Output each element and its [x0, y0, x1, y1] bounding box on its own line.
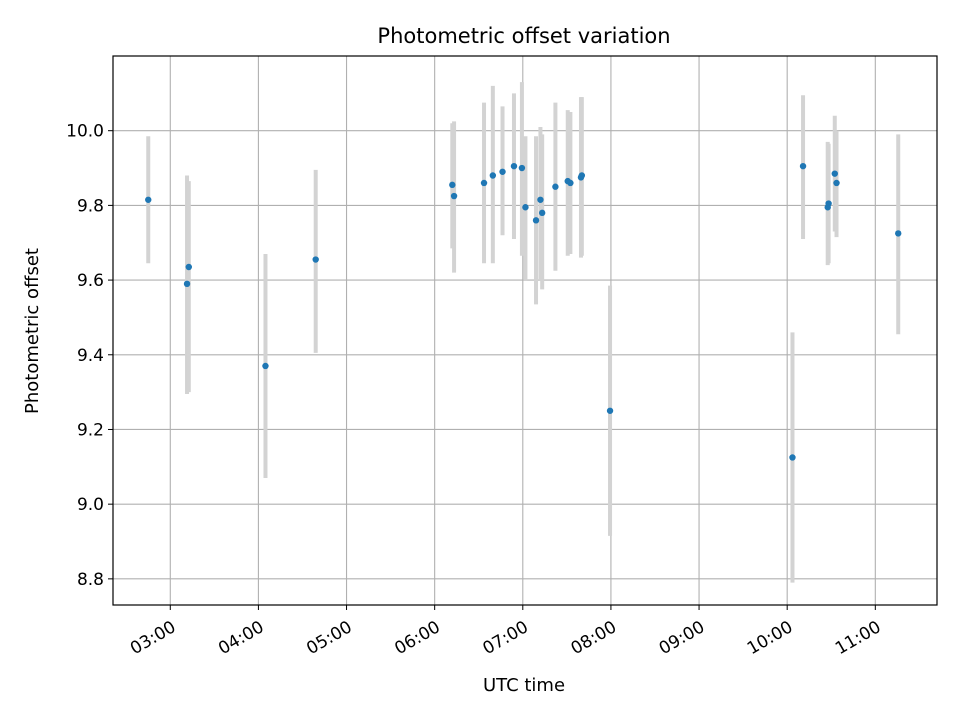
data-point — [552, 183, 559, 190]
x-tick-label: 10:00 — [744, 617, 796, 659]
y-tick-label: 9.6 — [77, 271, 104, 291]
data-point — [185, 263, 192, 271]
data-point — [145, 196, 152, 203]
data-points — [145, 162, 902, 461]
x-axis-label: UTC time — [483, 675, 565, 696]
x-tick-label: 04:00 — [215, 617, 267, 659]
data-point — [262, 362, 269, 370]
data-point — [522, 204, 529, 211]
data-point — [833, 179, 840, 187]
y-tick-label: 10.0 — [66, 122, 104, 142]
y-tick-label: 9.8 — [77, 196, 104, 216]
y-tick-label: 9.4 — [77, 346, 104, 366]
chart-title: Photometric offset variation — [377, 24, 670, 48]
data-point — [183, 280, 191, 288]
data-point — [895, 230, 902, 237]
x-tick-label: 08:00 — [568, 617, 620, 659]
data-point — [480, 179, 488, 187]
x-tick-label: 07:00 — [480, 617, 532, 659]
data-point — [578, 172, 586, 179]
data-point — [538, 209, 546, 217]
data-point — [537, 196, 544, 203]
y-axis-label: Photometric offset — [22, 248, 43, 414]
x-tick-label: 09:00 — [656, 617, 708, 659]
data-point — [499, 168, 506, 175]
data-point — [489, 172, 497, 179]
data-point — [518, 164, 526, 172]
data-point — [312, 256, 319, 263]
x-tick-label: 05:00 — [303, 617, 355, 659]
data-point — [825, 200, 832, 207]
y-tick-label: 8.8 — [77, 570, 104, 590]
y-tick-label: 9.2 — [77, 420, 104, 440]
data-point — [450, 192, 458, 200]
data-point — [799, 162, 807, 170]
x-tick-label: 06:00 — [391, 617, 443, 659]
data-point — [567, 179, 574, 187]
plot-frame — [112, 55, 938, 606]
data-point — [510, 162, 518, 170]
data-point — [532, 217, 540, 224]
y-tick-label: 9.0 — [77, 495, 104, 515]
x-tick-label: 03:00 — [127, 617, 179, 659]
data-point — [449, 181, 456, 189]
data-point — [789, 454, 796, 461]
data-point — [831, 170, 838, 177]
x-tick-label: 11:00 — [832, 617, 884, 659]
axes — [108, 55, 938, 610]
data-point — [606, 407, 614, 414]
